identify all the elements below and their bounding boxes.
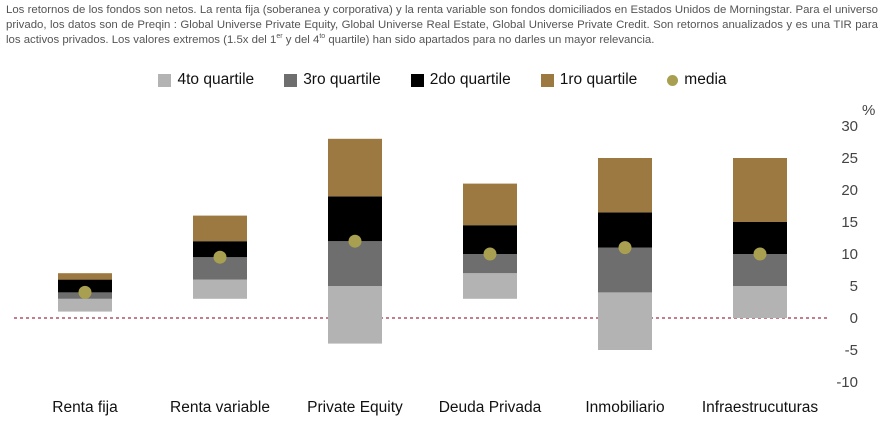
- x-category-label-2: Private Equity: [307, 399, 403, 416]
- y-tick-label-1: 25: [841, 150, 858, 167]
- legend-label-q2: 2do quartile: [429, 71, 511, 88]
- y-tick-label-4: 10: [841, 246, 858, 263]
- bar-q2-2: [328, 196, 382, 242]
- y-tick-label-5: 5: [850, 278, 858, 295]
- x-category-label-0: Renta fija: [52, 399, 118, 416]
- chart-note: Los retornos de los fondos son netos. La…: [6, 3, 878, 48]
- legend-item-q3: 3ro quartile: [284, 71, 381, 89]
- bar-q4-2: [328, 286, 382, 344]
- bar-q4-0: [58, 298, 112, 312]
- y-tick-label-7: -5: [845, 342, 858, 359]
- y-unit-label: %: [862, 102, 875, 119]
- y-tick-label-3: 15: [841, 214, 858, 231]
- legend-label-q1: 1ro quartile: [559, 71, 638, 88]
- bar-q3-1: [193, 257, 247, 280]
- note-sup-2: to: [319, 33, 326, 41]
- bar-q3-4: [598, 247, 652, 293]
- note-text-2: y del 4: [282, 34, 320, 46]
- legend-swatch-q3: [284, 73, 298, 87]
- legend-label-q4: 4to quartile: [177, 71, 255, 88]
- media-dot-4: [618, 241, 632, 255]
- note-text-1: Los retornos de los fondos son netos. La…: [6, 4, 878, 46]
- bar-q3-2: [328, 241, 382, 286]
- bar-q3-3: [463, 254, 517, 274]
- bar-q4-5: [733, 286, 787, 318]
- media-dot-3: [483, 247, 497, 261]
- bar-q1-4: [598, 158, 652, 213]
- bar-q2-1: [193, 241, 247, 258]
- legend-label-q3: 3ro quartile: [303, 71, 381, 88]
- x-category-label-3: Deuda Privada: [439, 399, 542, 416]
- media-dot-2: [348, 234, 362, 248]
- x-category-label-5: Infraestrucuturas: [702, 399, 819, 416]
- x-category-label-1: Renta variable: [170, 399, 270, 416]
- y-tick-label-6: 0: [850, 310, 858, 327]
- legend-swatch-q4: [158, 73, 172, 87]
- bar-q1-0: [58, 273, 112, 280]
- legend-item-media: media: [667, 71, 727, 89]
- media-dot-5: [753, 247, 767, 261]
- legend-swatch-media: [667, 74, 679, 86]
- bar-q4-1: [193, 279, 247, 299]
- media-dot-1: [213, 250, 227, 264]
- legend-swatch-q2: [410, 73, 424, 87]
- y-tick-label-2: 20: [841, 182, 858, 199]
- media-dot-0: [78, 285, 92, 299]
- note-text-3: quartile) han sido apartados para no dar…: [325, 34, 655, 46]
- bar-q1-5: [733, 158, 787, 222]
- y-tick-label-0: 30: [841, 118, 858, 135]
- x-category-label-4: Inmobiliario: [585, 399, 664, 416]
- legend-item-q2: 2do quartile: [410, 71, 511, 89]
- legend-swatch-q1: [540, 73, 554, 87]
- bar-q1-2: [328, 138, 382, 197]
- chart-legend: 4to quartile 3ro quartile 2do quartile 1…: [0, 70, 885, 90]
- note-sup-1: er: [276, 33, 283, 41]
- bar-q1-3: [463, 183, 517, 226]
- y-tick-label-8: -10: [836, 374, 858, 391]
- legend-label-media: media: [684, 71, 727, 88]
- bar-q1-1: [193, 215, 247, 242]
- bar-q4-4: [598, 292, 652, 350]
- legend-item-q1: 1ro quartile: [540, 71, 638, 89]
- legend-item-q4: 4to quartile: [158, 71, 254, 89]
- bar-q4-3: [463, 273, 517, 299]
